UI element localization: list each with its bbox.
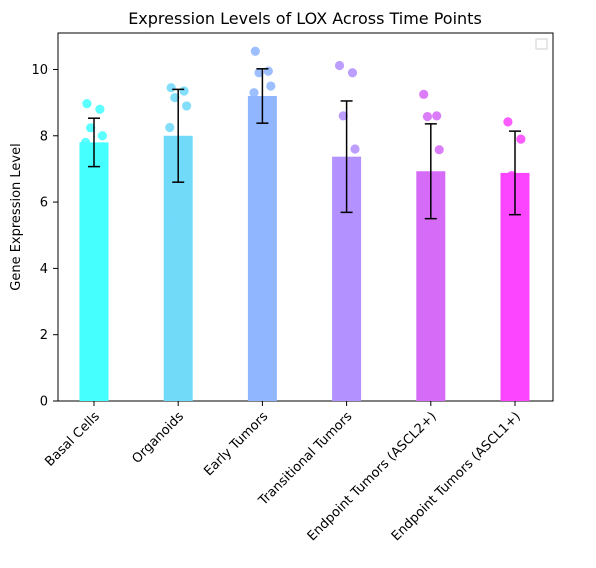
data-point [97,131,108,141]
error-bars-layer [88,68,521,220]
data-point [181,179,191,189]
data-point [350,144,360,154]
data-point [263,66,273,76]
data-point [334,60,345,71]
legend-box [535,38,548,50]
data-point [80,137,91,148]
y-tick-label: 0 [40,395,48,410]
data-point [265,107,275,118]
data-point [266,81,276,91]
data-point [179,86,189,96]
x-tick-label: Basal Cells [42,409,103,470]
points-layer [80,46,529,234]
y-tick-label: 2 [40,328,48,343]
data-point [83,169,93,179]
data-point [516,134,526,144]
data-point [341,180,351,191]
data-point [420,224,430,234]
data-point [422,111,433,122]
y-axis: 0 2 4 6 8 10 [31,63,58,410]
data-point [167,214,177,224]
data-point [432,111,442,121]
data-point [165,122,175,133]
data-point [507,170,517,181]
data-point [96,167,107,177]
bar [247,95,277,401]
plot-area [57,32,554,402]
data-point [425,198,435,208]
x-tick-label: Early Tumors [201,409,271,479]
y-tick-label: 10 [31,63,48,78]
data-point [518,197,529,207]
data-point [88,156,98,166]
data-point [251,141,262,151]
data-point [182,101,192,111]
y-tick-label: 6 [40,196,48,211]
data-point [419,89,429,99]
data-point [347,68,358,78]
bar [79,142,109,402]
bars-layer [79,95,530,402]
y-tick-label: 8 [40,129,48,144]
data-point [434,145,444,155]
data-point [254,68,264,78]
data-point [501,217,512,227]
data-point [503,117,513,127]
data-point [170,93,180,103]
x-tick-label: Organoids [129,409,187,467]
data-point [417,184,427,195]
data-point [86,123,96,133]
data-point [333,161,343,171]
data-point [82,99,92,109]
data-point [172,172,182,182]
data-point [349,190,359,201]
data-point [433,204,443,214]
data-point [336,220,346,230]
x-tick-label: Transitional Tumors [255,409,355,509]
data-point [249,88,259,98]
data-point [338,111,348,121]
y-tick-label: 4 [40,262,48,277]
y-axis-label: Gene Expression Level [9,143,24,290]
x-axis: Basal Cells Organoids Early TumorsTransiti… [42,401,524,544]
data-point [166,83,176,93]
data-point [95,104,105,114]
chart-title: Expression Levels of LOX Across Time Poi… [128,9,482,28]
data-point [256,104,267,114]
data-point [250,46,260,56]
